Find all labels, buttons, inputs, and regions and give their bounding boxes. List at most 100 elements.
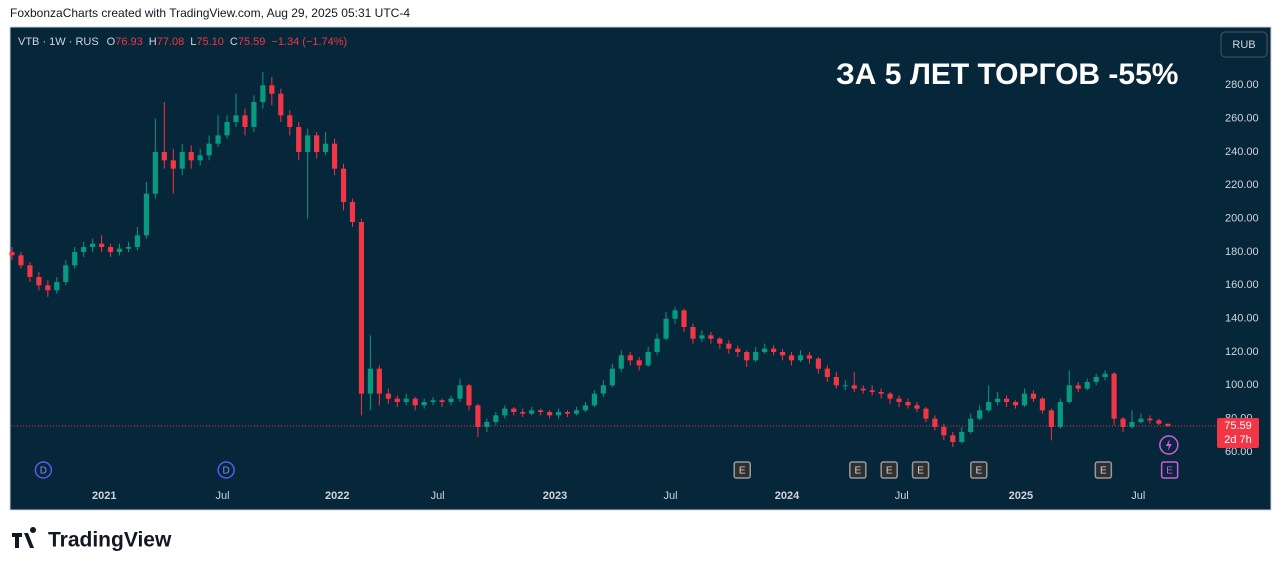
candle-body xyxy=(45,285,51,291)
candle-body xyxy=(1156,420,1162,424)
candle-body xyxy=(842,385,848,387)
y-tick-label: 260.00 xyxy=(1225,113,1259,125)
event-label: E xyxy=(1166,466,1173,477)
candle-body xyxy=(753,352,759,361)
candle-body xyxy=(260,85,266,102)
candle-body xyxy=(538,410,544,412)
candle-body xyxy=(314,135,320,152)
candle-body xyxy=(654,338,660,352)
candle-body xyxy=(242,115,248,127)
candle-body xyxy=(143,193,149,236)
candle-body xyxy=(403,398,409,402)
earnings-marker xyxy=(880,461,898,479)
dividend-marker xyxy=(217,461,235,479)
symbol: VTB · 1W · RUS xyxy=(18,36,99,48)
logo xyxy=(12,526,37,548)
candle-body xyxy=(1021,393,1028,406)
candle-body xyxy=(672,310,678,319)
candle-body xyxy=(1138,418,1144,422)
candle-body xyxy=(349,202,356,222)
x-tick-label: 2021 xyxy=(92,490,116,502)
candle-body xyxy=(484,422,490,427)
legend-label: H xyxy=(149,36,157,48)
y-tick-label: 180.00 xyxy=(1225,246,1259,258)
alert-bolt xyxy=(1165,439,1172,451)
candle-body xyxy=(1012,402,1019,406)
x-tick-label: Jul xyxy=(1131,490,1145,502)
candle-body xyxy=(735,348,741,352)
event-label: D xyxy=(40,466,47,477)
candle-body xyxy=(251,102,257,127)
candle-body xyxy=(1048,410,1054,427)
candle-body xyxy=(457,385,463,399)
candle-body xyxy=(296,127,302,152)
candle-body xyxy=(941,427,947,436)
earnings-marker xyxy=(911,461,930,479)
candle-body xyxy=(278,93,284,116)
candle-body xyxy=(564,412,571,414)
candle-body xyxy=(134,235,141,247)
event-label: E xyxy=(739,466,746,477)
earnings-marker xyxy=(1094,461,1113,479)
candle-body xyxy=(717,338,723,344)
candle-body xyxy=(385,393,391,399)
candle-body xyxy=(950,435,956,442)
candle-body xyxy=(72,252,78,266)
candle-body xyxy=(1102,373,1108,377)
candle-body xyxy=(206,143,212,156)
candle-body xyxy=(905,402,911,406)
candle-body xyxy=(986,402,992,411)
candle-body xyxy=(376,368,382,394)
candle-body xyxy=(806,355,813,359)
x-tick-label: 2023 xyxy=(543,490,567,502)
candle-body xyxy=(1075,385,1081,389)
last-price-box xyxy=(1217,418,1259,449)
candle-body xyxy=(1084,382,1090,389)
candle-body xyxy=(439,400,445,402)
y-tick-label: 60.00 xyxy=(1225,446,1253,458)
candle-body xyxy=(1120,418,1126,427)
candle-body xyxy=(618,355,624,369)
currency-button[interactable] xyxy=(1220,31,1268,58)
y-tick-label: 160.00 xyxy=(1225,279,1259,291)
candle-body xyxy=(36,277,42,286)
candle-body xyxy=(161,152,167,161)
candle-body xyxy=(932,418,938,427)
candle-body xyxy=(887,393,893,399)
candle-body xyxy=(367,368,373,394)
candle-body xyxy=(547,412,553,416)
y-tick-label: 100.00 xyxy=(1225,379,1259,391)
candle-body xyxy=(771,348,777,352)
legend-value: 75.59 xyxy=(238,36,266,48)
countdown: 2d 7h xyxy=(1224,434,1252,446)
candle-body xyxy=(358,222,365,394)
candle-body xyxy=(762,348,768,352)
candle-body xyxy=(959,432,965,442)
candle-body xyxy=(573,410,580,414)
candle-body xyxy=(90,243,96,247)
candle-body xyxy=(555,412,562,416)
candle-body xyxy=(779,352,786,356)
y-tick-label: 120.00 xyxy=(1225,346,1259,358)
earnings-marker xyxy=(970,461,988,479)
y-tick-label: 240.00 xyxy=(1225,146,1259,158)
candle-body xyxy=(215,135,221,144)
candle-body xyxy=(1039,398,1045,411)
candle-body xyxy=(331,143,338,169)
candle-body xyxy=(681,310,687,327)
candle-body xyxy=(99,243,105,247)
legend-value: 76.93 xyxy=(115,36,143,48)
candle-body xyxy=(1093,377,1099,382)
candle-body xyxy=(54,282,60,291)
chart-panel xyxy=(9,26,1272,511)
candle-body xyxy=(188,152,194,161)
candle-body xyxy=(475,405,481,427)
candle-body xyxy=(1030,393,1037,399)
candle-body xyxy=(896,398,902,402)
candle-body xyxy=(914,405,920,409)
candle-body xyxy=(1129,422,1135,427)
candle-body xyxy=(179,152,185,169)
x-tick-label: 2024 xyxy=(775,490,800,502)
candle-body xyxy=(663,318,669,339)
event-label: D xyxy=(223,466,230,477)
